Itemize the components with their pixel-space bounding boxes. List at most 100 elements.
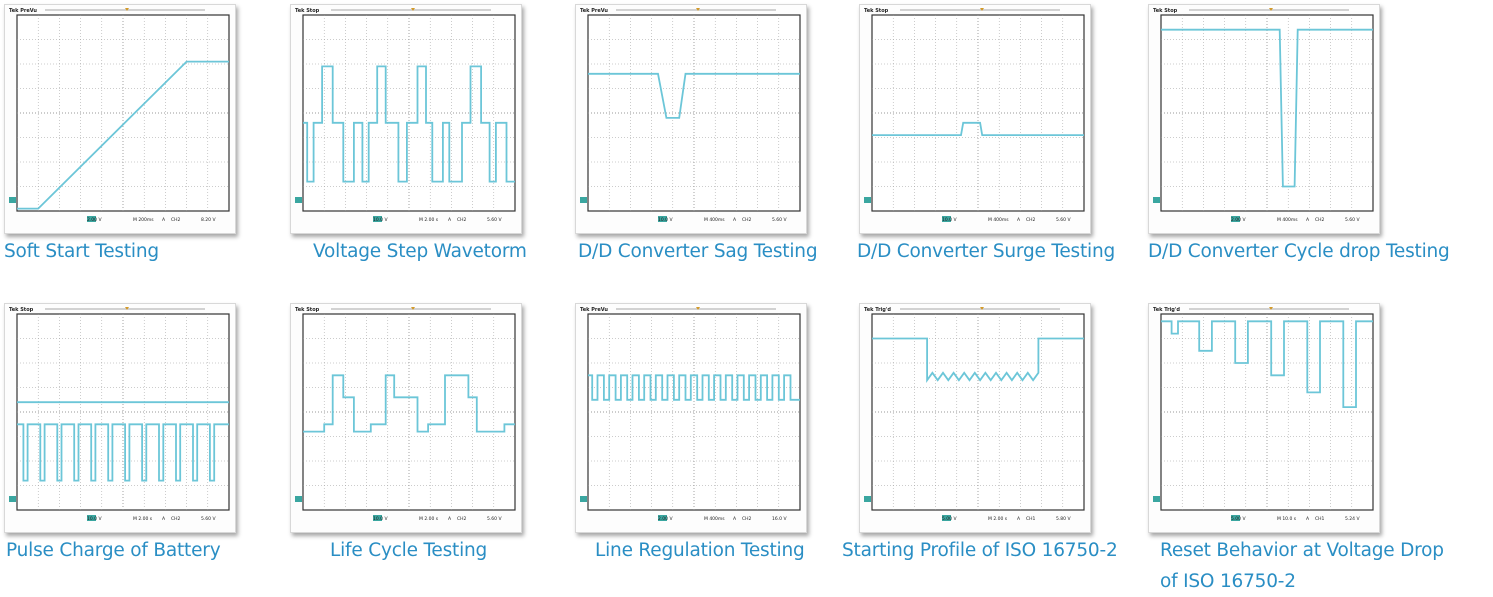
scope-header: Tek Stop (864, 8, 889, 14)
channel-marker (1153, 197, 1160, 203)
trigger-marker (411, 8, 415, 11)
ch-badge (373, 216, 382, 222)
scope-screen-8: Tek PreVu 2.00 V M 400ms A CH2 16.0 V (580, 307, 801, 522)
footer-readout-1: 10.0 V (87, 516, 102, 522)
footer-readout-4: CH2 (171, 217, 181, 223)
scope-screen-5: Tek Stop 2.00 V M 400ms A CH2 5.60 V (1153, 8, 1374, 223)
trigger-marker (980, 307, 984, 310)
scope-panel-6: Tek Stop 10.0 V M 2.00 s A CH2 5.60 V (4, 303, 236, 533)
trace-series-1 (872, 337, 1084, 384)
scope-header: Tek Stop (1153, 8, 1178, 14)
footer-readout-1: 10.0 V (658, 217, 673, 223)
footer-readout-3: A (448, 516, 452, 522)
footer-readout-1: 2.00 V (87, 217, 102, 223)
footer-readout-4: CH2 (457, 516, 467, 522)
scope-header: Tek PreVu (9, 8, 37, 14)
trigger-marker (696, 307, 700, 310)
scope-panel-8: Tek PreVu 2.00 V M 400ms A CH2 16.0 V (575, 303, 807, 533)
chart-caption-4: D/D Converter Surge Testing (857, 241, 1116, 262)
scope-header: Tek Trig'd (864, 307, 891, 313)
footer-readout-1: 10.0 V (942, 217, 957, 223)
channel-marker (864, 197, 871, 203)
scope-panel-3: Tek PreVu 10.0 V M 400ms A CH2 5.60 V (575, 4, 807, 234)
footer-readout-5: 5.60 V (487, 217, 502, 223)
chart-caption-9: Starting Profile of ISO 16750-2 (842, 540, 1118, 561)
footer-readout-2: M 200ms (133, 217, 154, 223)
scope-header: Tek Stop (295, 307, 320, 313)
footer-readout-1: 5.00 V (1231, 516, 1246, 522)
trace-series-1 (1161, 28, 1373, 188)
scope-screen-1: Tek PreVu 2.00 V M 200ms A CH2 8.20 V (9, 8, 230, 223)
footer-readout-4: CH2 (742, 217, 752, 223)
ch-badge (87, 216, 96, 222)
footer-readout-2: M 400ms (988, 217, 1009, 223)
channel-marker (580, 197, 587, 203)
footer-readout-5: 5.60 V (1056, 217, 1071, 223)
channel-marker (1153, 496, 1160, 502)
trace-series-1 (303, 374, 515, 433)
footer-readout-1: 5.00 V (942, 516, 957, 522)
ch-badge (1231, 216, 1240, 222)
scope-header: Tek PreVu (580, 8, 608, 14)
trigger-marker (980, 8, 984, 11)
trace-series-1 (303, 65, 515, 183)
footer-readout-5: 5.60 V (487, 516, 502, 522)
footer-readout-3: A (1306, 217, 1310, 223)
footer-readout-4: CH1 (1026, 516, 1036, 522)
scope-panel-1: Tek PreVu 2.00 V M 200ms A CH2 8.20 V (4, 4, 236, 234)
footer-readout-2: M 400ms (704, 516, 725, 522)
channel-marker (295, 496, 302, 502)
chart-caption-3: D/D Converter Sag Testing (578, 241, 818, 262)
scope-header: Tek Trig'd (1153, 307, 1180, 313)
footer-readout-1: 10.0 V (373, 516, 388, 522)
footer-readout-5: 5.60 V (1345, 217, 1360, 223)
footer-readout-2: M 2.00 s (419, 217, 439, 223)
trigger-marker (1269, 307, 1273, 310)
footer-readout-4: CH2 (1026, 217, 1036, 223)
scope-panel-4: Tek Stop 10.0 V M 400ms A CH2 5.60 V (859, 4, 1091, 234)
footer-readout-3: A (162, 516, 166, 522)
chart-caption-10: Reset Behavior at Voltage Drop of ISO 16… (1160, 540, 1444, 592)
footer-readout-4: CH2 (1315, 217, 1325, 223)
trace-series-2 (17, 423, 229, 482)
footer-readout-2: M 2.00 s (133, 516, 153, 522)
footer-readout-2: M 2.00 s (419, 516, 439, 522)
footer-readout-3: A (162, 217, 166, 223)
footer-readout-2: M 2.00 s (988, 516, 1008, 522)
footer-readout-3: A (448, 217, 452, 223)
chart-caption-2: Voltage Step Wavetorm (313, 241, 527, 262)
footer-readout-3: A (1306, 516, 1310, 522)
scope-screen-4: Tek Stop 10.0 V M 400ms A CH2 5.60 V (864, 8, 1085, 223)
scope-screen-3: Tek PreVu 10.0 V M 400ms A CH2 5.60 V (580, 8, 801, 223)
scope-header: Tek Stop (9, 307, 34, 313)
trigger-marker (1269, 8, 1273, 11)
footer-readout-1: 2.00 V (1231, 217, 1246, 223)
ch-badge (87, 515, 96, 521)
trigger-marker (125, 307, 129, 310)
scope-header: Tek Stop (295, 8, 320, 14)
trace-series-1 (588, 72, 800, 119)
trace-series-1 (1161, 320, 1373, 408)
footer-readout-5: 5.60 V (201, 516, 216, 522)
trigger-marker (125, 8, 129, 11)
channel-marker (9, 496, 16, 502)
channel-marker (9, 197, 16, 203)
channel-marker (295, 197, 302, 203)
footer-readout-5: 5.24 V (1345, 516, 1360, 522)
footer-readout-5: 5.80 V (1056, 516, 1071, 522)
channel-marker (580, 496, 587, 502)
ch-badge (942, 515, 951, 521)
ch-badge (942, 216, 951, 222)
trace-series-1 (872, 121, 1084, 137)
scope-header: Tek PreVu (580, 307, 608, 313)
scope-screen-9: Tek Trig'd 5.00 V M 2.00 s A CH1 5.80 V (864, 307, 1085, 522)
footer-readout-5: 16.0 V (772, 516, 787, 522)
footer-readout-3: A (733, 217, 737, 223)
footer-readout-4: CH2 (171, 516, 181, 522)
chart-caption-7: Life Cycle Testing (330, 540, 488, 561)
footer-readout-4: CH2 (457, 217, 467, 223)
footer-readout-3: A (733, 516, 737, 522)
chart-caption-8: Line Regulation Testing (595, 540, 805, 561)
footer-readout-2: M 400ms (1277, 217, 1298, 223)
trace-series-1 (17, 60, 229, 210)
